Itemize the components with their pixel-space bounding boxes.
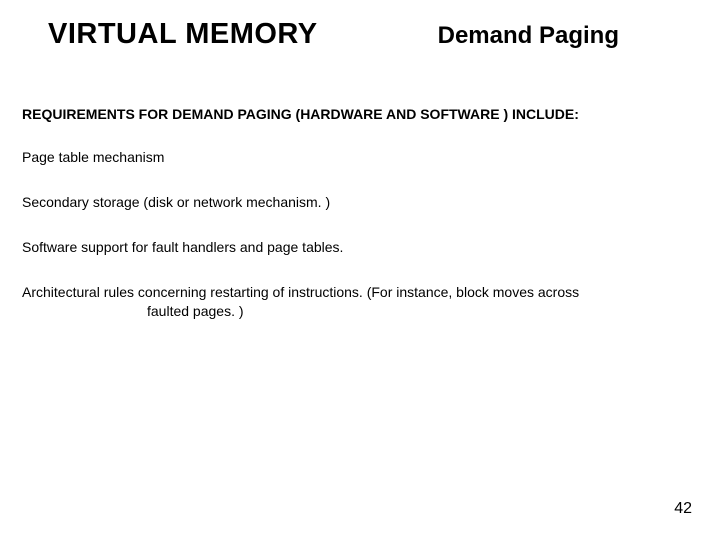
requirement-text-line1: Architectural rules concerning restartin…	[22, 284, 579, 300]
requirement-item: Page table mechanism	[0, 148, 720, 167]
requirement-text-line2: faulted pages. )	[22, 302, 698, 321]
section-heading: REQUIREMENTS FOR DEMAND PAGING (HARDWARE…	[0, 106, 720, 122]
requirement-item: Secondary storage (disk or network mecha…	[0, 193, 720, 212]
slide-header: VIRTUAL MEMORY Demand Paging	[0, 0, 720, 51]
requirement-item: Architectural rules concerning restartin…	[0, 283, 720, 321]
sub-title: Demand Paging	[438, 22, 619, 50]
main-title: VIRTUAL MEMORY	[48, 18, 318, 51]
requirement-item: Software support for fault handlers and …	[0, 238, 720, 257]
page-number: 42	[674, 500, 692, 518]
